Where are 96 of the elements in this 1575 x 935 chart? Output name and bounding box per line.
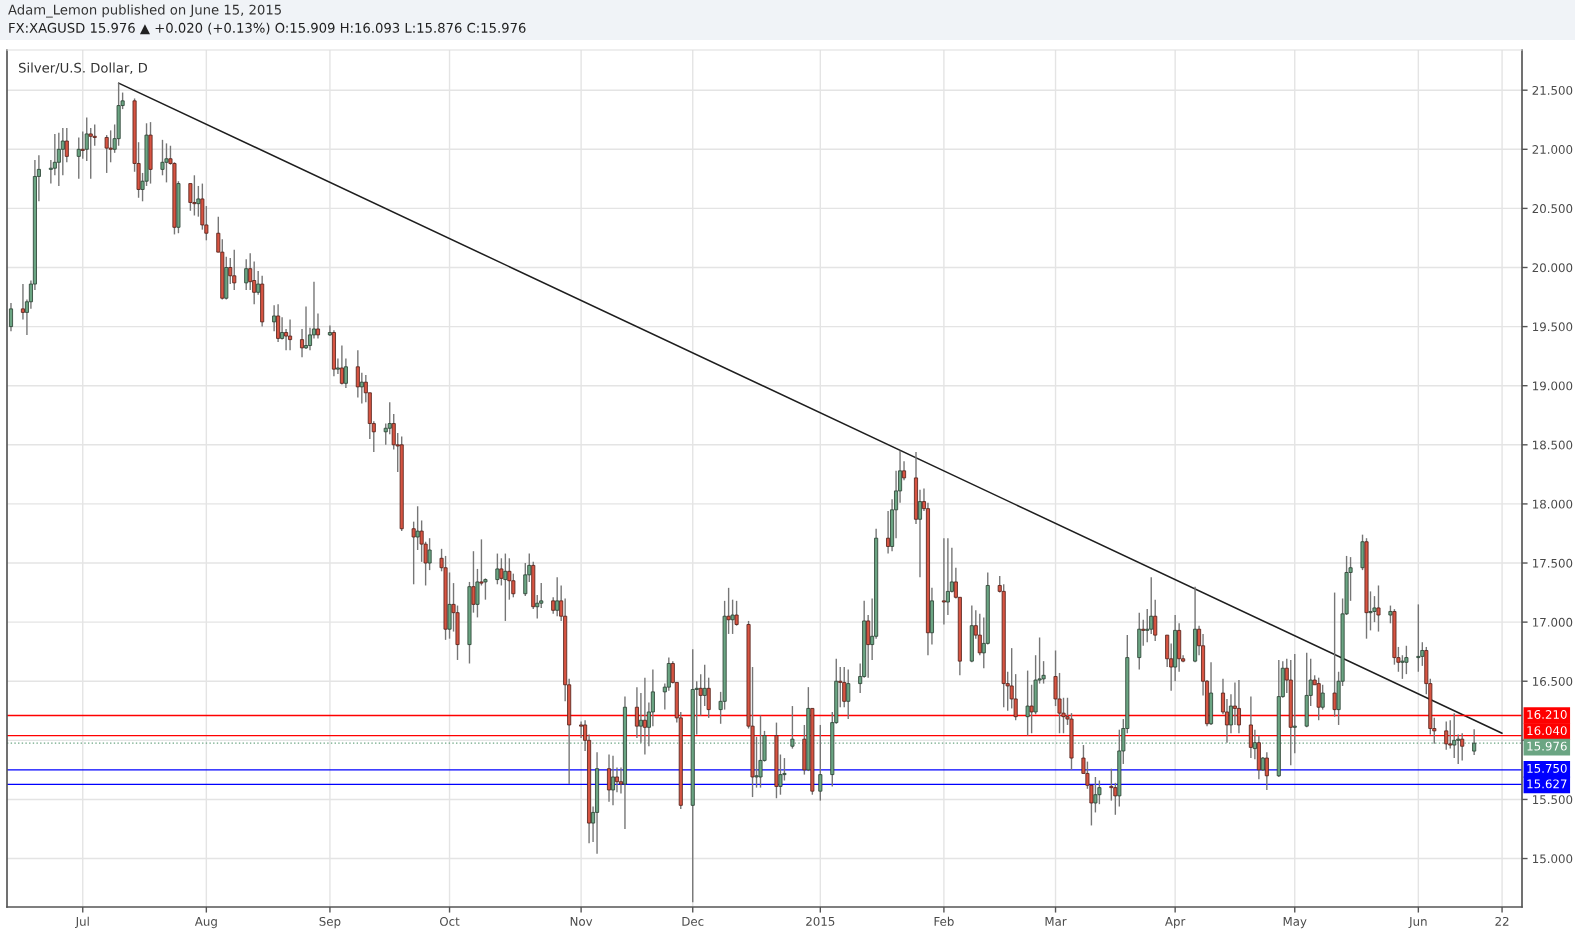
candlestick — [427, 537, 432, 571]
ref-line-label: 16.040 — [1527, 726, 1567, 736]
candlestick — [503, 552, 508, 622]
candlestick — [1368, 590, 1373, 632]
y-tick-label: 18.000 — [1533, 499, 1573, 509]
candlestick — [1025, 669, 1030, 737]
candlestick — [304, 305, 309, 350]
candlestick — [941, 537, 946, 626]
y-tick-label: 17.000 — [1533, 617, 1573, 627]
candlestick — [846, 668, 851, 720]
candlestick — [1141, 619, 1146, 647]
candlestick — [192, 174, 197, 217]
candlestick — [1248, 695, 1253, 759]
y-tick-label: 15.500 — [1533, 795, 1573, 805]
candlestick — [1460, 732, 1465, 762]
candlestick — [1145, 608, 1150, 643]
candlestick — [702, 663, 707, 707]
candlestick — [335, 357, 340, 375]
candlestick — [288, 318, 293, 351]
candlestick — [1236, 679, 1241, 734]
text: Silver/U.S. Dollar, D — [18, 62, 148, 75]
x-tick-label: Sep — [319, 916, 341, 929]
candlestick — [232, 249, 237, 291]
candlestick — [642, 676, 647, 756]
candlestick — [56, 132, 61, 187]
y-tick-label: 16.500 — [1533, 676, 1573, 686]
ref-line-label: 15.627 — [1527, 779, 1567, 789]
candlestick — [244, 258, 249, 291]
candlestick — [607, 753, 612, 803]
candlestick — [726, 587, 731, 635]
x-tick-label: Nov — [570, 917, 593, 926]
candlestick — [610, 755, 616, 807]
text: Adam_Lemon published on June 15, 2015 — [8, 4, 281, 18]
y-tick-label: 20.000 — [1532, 263, 1573, 273]
candlestick — [842, 666, 847, 708]
x-tick-label: Apr — [1165, 917, 1186, 929]
y-tick-label: 21.000 — [1532, 145, 1573, 154]
x-tick-label: 22 — [1495, 916, 1509, 926]
candlestick — [1093, 776, 1098, 814]
candlestick — [164, 142, 169, 184]
ref-line-label: 15.976 — [1527, 741, 1567, 751]
x-tick-label: Jun — [1408, 917, 1427, 929]
candlestick — [104, 134, 109, 174]
candlestick — [327, 324, 332, 337]
ref-line-label: 16.210 — [1527, 710, 1567, 719]
candlestick — [256, 270, 261, 296]
candlestick — [1029, 684, 1034, 734]
candlestick — [20, 283, 25, 321]
candlestick — [838, 666, 843, 708]
candlestick — [355, 349, 360, 399]
y-tick-label: 17.500 — [1533, 558, 1573, 568]
candlestick — [88, 127, 93, 180]
candlestick — [359, 372, 364, 405]
candlestick — [1404, 645, 1409, 675]
candlestick — [495, 552, 500, 585]
candlestick — [1320, 684, 1325, 711]
candlestick — [1444, 720, 1449, 751]
y-tick-label: 19.000 — [1533, 381, 1573, 391]
ref-line-label: 15.750 — [1527, 763, 1567, 773]
candlestick — [917, 489, 922, 578]
x-tick-label: May — [1283, 917, 1307, 929]
x-tick-label: 2015 — [806, 916, 835, 926]
candlestick — [76, 136, 81, 180]
x-tick-label: Aug — [194, 917, 217, 929]
candlestick — [1332, 591, 1337, 718]
y-tick-label: 19.500 — [1533, 322, 1573, 332]
candlestick — [276, 303, 281, 343]
candlestick — [8, 302, 13, 333]
candlestick — [778, 753, 783, 796]
x-tick-label: Feb — [934, 916, 954, 926]
chart-subtitle: FX:XAGUSD 15.976 ▲ +0.020 (+0.13%) O:15.909 H:16.093 L:15.876 C:15.976 — [9, 22, 526, 35]
candlestick — [1376, 584, 1381, 633]
y-tick-label: 15.000 — [1533, 854, 1573, 864]
candlestick — [339, 344, 344, 386]
candlestick — [886, 510, 891, 555]
candlestick — [1416, 603, 1421, 673]
candlestick — [315, 312, 320, 340]
candlestick — [614, 766, 619, 794]
candlestick — [272, 304, 277, 333]
y-tick-label: 21.500 — [1532, 85, 1573, 95]
x-tick-label: Oct — [440, 916, 460, 926]
candlestick — [634, 686, 639, 739]
candlestick — [618, 766, 623, 795]
y-tick-label: 20.500 — [1532, 204, 1573, 214]
x-tick-label: Mar — [1045, 917, 1067, 926]
candlestick — [535, 594, 540, 620]
candlestick — [1400, 654, 1405, 680]
candlestick — [415, 505, 420, 551]
candlestick — [902, 460, 907, 481]
candlestick — [471, 550, 476, 614]
x-tick-label: Dec — [682, 917, 704, 926]
y-tick-label: 18.500 — [1533, 440, 1573, 450]
candlestick — [555, 576, 560, 617]
x-tick-label: Jul — [75, 916, 89, 929]
candlestick — [1448, 719, 1453, 750]
candlestick — [579, 720, 584, 739]
